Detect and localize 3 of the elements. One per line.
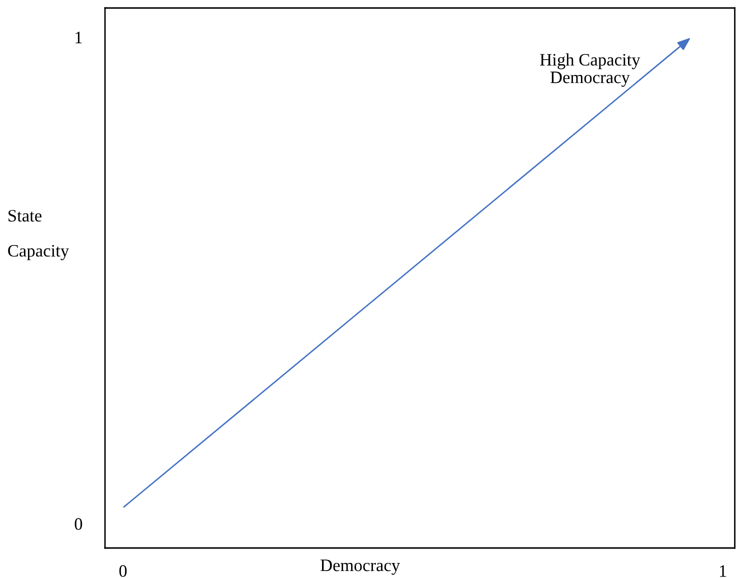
- text: State Capacity: [8, 210, 70, 260]
- annotation: High Capacity Democracy: [540, 53, 640, 87]
- x-axis-title: Democracy: [320, 560, 400, 575]
